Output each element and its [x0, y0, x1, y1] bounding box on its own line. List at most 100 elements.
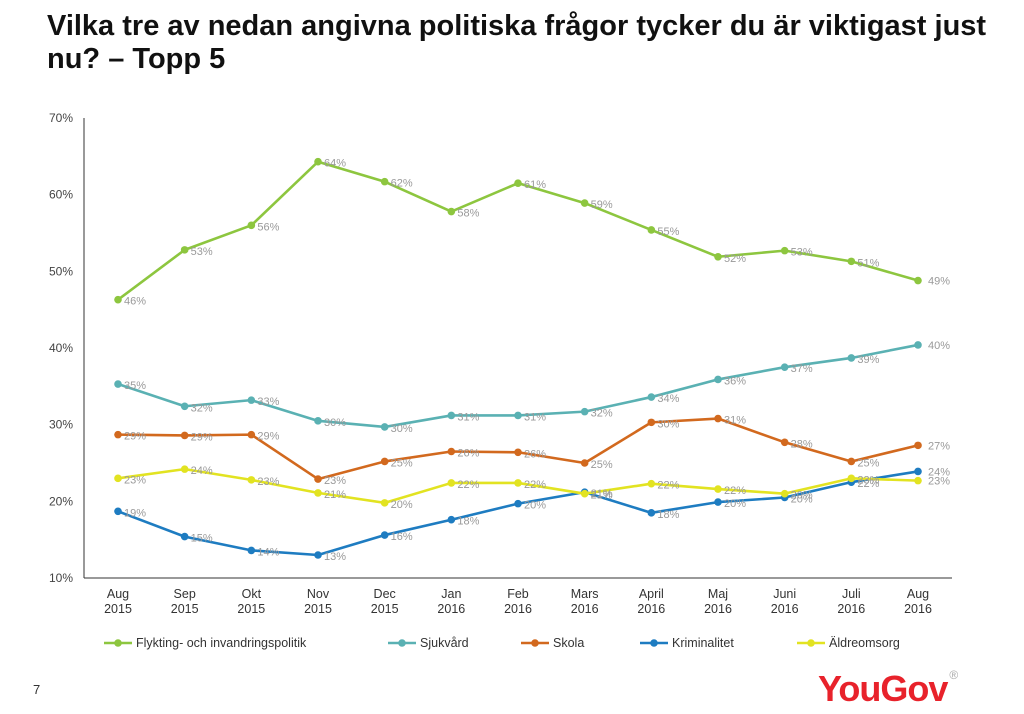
data-label: 25% — [391, 457, 413, 469]
data-point — [314, 489, 322, 497]
page-number: 7 — [33, 682, 41, 697]
data-label: 22% — [724, 485, 746, 497]
data-label: 22% — [524, 479, 546, 491]
chart-legend: Flykting- och invandringspolitik Sjukvård… — [104, 636, 900, 650]
data-point — [247, 430, 256, 439]
data-label: 21% — [324, 489, 346, 501]
data-point — [580, 407, 589, 416]
data-label: 30% — [324, 417, 346, 429]
x-tick-label: Mars 2016 — [571, 587, 599, 616]
x-tick-label: April 2016 — [637, 587, 665, 616]
y-tick-label: 30% — [49, 418, 73, 432]
data-point — [447, 447, 456, 456]
x-tick-label: Okt 2015 — [237, 587, 265, 616]
data-label: 14% — [257, 546, 279, 558]
data-label: 26% — [524, 448, 546, 460]
data-label: 25% — [857, 457, 879, 469]
data-point — [647, 509, 656, 517]
data-label: 22% — [857, 478, 879, 490]
data-label: 40% — [928, 340, 950, 352]
data-label: 24% — [928, 466, 950, 478]
data-point — [647, 479, 656, 488]
data-label: 55% — [657, 226, 679, 238]
data-point — [447, 515, 456, 524]
data-point — [180, 246, 189, 254]
x-tick-label: Sep 2015 — [171, 587, 199, 616]
data-point — [380, 457, 389, 466]
data-point — [780, 489, 789, 498]
data-point — [714, 252, 722, 261]
data-point — [380, 177, 389, 186]
data-point — [914, 341, 922, 349]
data-point — [314, 157, 322, 166]
data-point — [380, 423, 389, 431]
data-point — [247, 396, 256, 404]
data-point — [914, 467, 922, 476]
data-label: 23% — [857, 474, 879, 486]
data-point — [314, 417, 322, 425]
data-point — [514, 411, 522, 420]
data-label: 24% — [191, 465, 213, 477]
data-point — [847, 474, 856, 483]
data-label: 23% — [124, 474, 146, 486]
data-label: 31% — [457, 411, 479, 423]
data-point — [514, 448, 522, 457]
data-label: 21% — [591, 490, 613, 502]
data-point — [780, 246, 789, 255]
data-label: 20% — [791, 494, 813, 506]
data-point — [114, 474, 122, 483]
data-label: 53% — [191, 246, 213, 258]
data-point — [114, 507, 122, 516]
legend-entry: Äldreomsorg — [829, 636, 900, 650]
x-tick-label: Nov 2015 — [304, 587, 332, 616]
data-point — [714, 414, 722, 423]
legend-marker — [807, 639, 815, 647]
legend-marker — [650, 639, 658, 647]
y-tick-label: 60% — [49, 188, 73, 202]
y-tick-label: 40% — [49, 341, 73, 355]
data-label: 29% — [257, 431, 279, 443]
data-point — [780, 363, 789, 371]
data-point — [714, 375, 722, 384]
data-point — [714, 498, 722, 506]
data-point — [847, 457, 856, 466]
data-point — [180, 532, 189, 541]
data-point — [380, 531, 389, 539]
data-label: 59% — [591, 199, 613, 211]
data-label: 33% — [257, 396, 279, 408]
data-label: 29% — [191, 431, 213, 443]
data-point — [447, 479, 456, 487]
legend-entry: Sjukvård — [420, 636, 469, 650]
data-label: 16% — [391, 531, 413, 543]
data-label: 58% — [457, 208, 479, 220]
x-tick-label: Dec 2015 — [371, 587, 399, 616]
x-tick-label: Juni 2016 — [771, 587, 799, 616]
data-label: 23% — [928, 476, 950, 488]
data-label: 19% — [124, 507, 146, 519]
data-point — [647, 418, 656, 427]
data-label: 27% — [928, 440, 950, 452]
data-label: 22% — [657, 480, 679, 492]
data-point — [247, 476, 256, 484]
data-label: 23% — [324, 475, 346, 487]
data-point — [180, 431, 189, 440]
data-point — [647, 226, 656, 234]
data-label: 28% — [791, 438, 813, 450]
y-tick-label: 50% — [49, 264, 73, 278]
data-point — [447, 207, 456, 216]
series-layer — [114, 157, 922, 559]
data-label: 30% — [391, 423, 413, 435]
legend-marker — [398, 639, 406, 647]
data-label: 23% — [257, 476, 279, 488]
data-label: 37% — [791, 363, 813, 375]
data-label: 31% — [724, 415, 746, 427]
data-label: 39% — [857, 354, 879, 366]
data-point — [580, 459, 589, 467]
data-labels-layer: 46% 53% 56% 64% 62% 58% 61% 59% 55% 52% 53% 51% 49% 3… — [124, 158, 950, 563]
y-tick-label: 20% — [49, 494, 73, 508]
data-label: 35% — [124, 380, 146, 392]
data-point — [114, 295, 122, 304]
data-label: 26% — [457, 448, 479, 460]
data-point — [180, 402, 189, 411]
data-label: 25% — [591, 459, 613, 471]
